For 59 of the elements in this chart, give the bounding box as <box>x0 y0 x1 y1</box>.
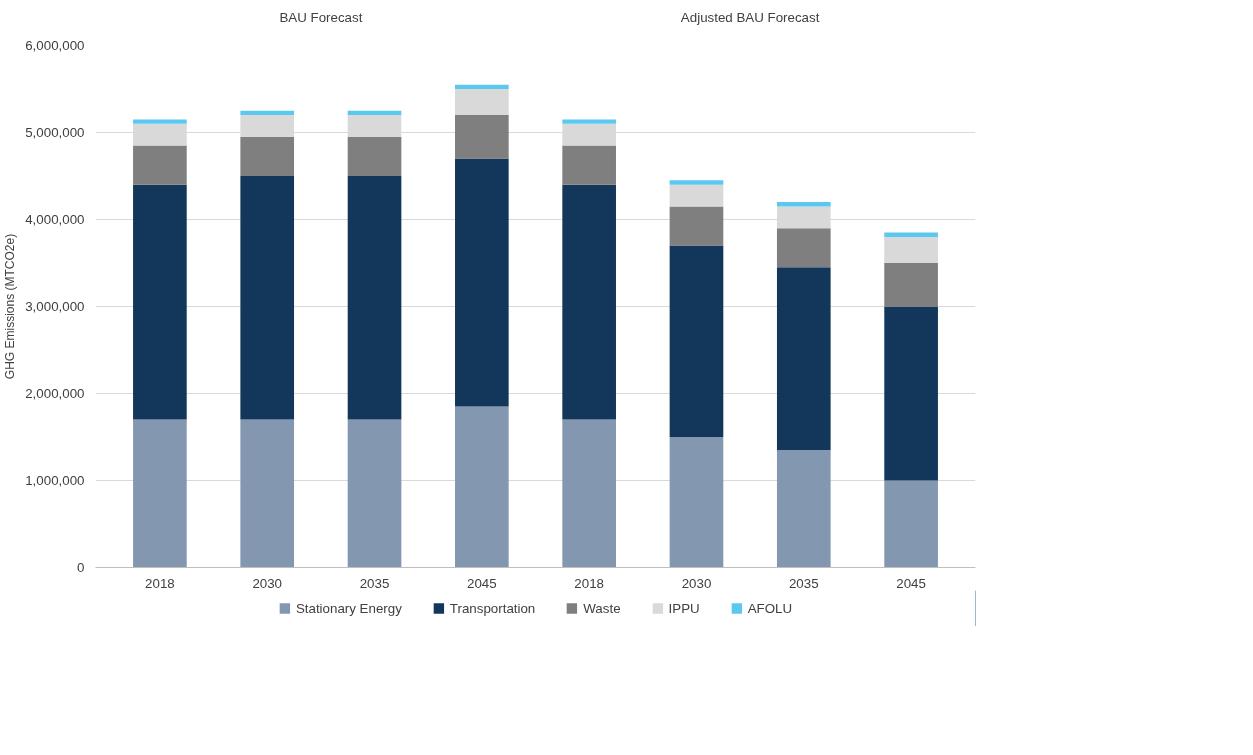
legend-label: Transportation <box>449 600 536 616</box>
bar <box>884 232 938 237</box>
y-tick-label: 6,000,000 <box>25 38 85 53</box>
x-tick-label: 2030 <box>252 575 283 591</box>
bar <box>776 450 831 568</box>
bar <box>884 263 938 307</box>
y-tick-label: 1,000,000 <box>25 473 85 488</box>
bar <box>669 184 724 207</box>
bar <box>562 184 616 420</box>
bar <box>669 437 724 568</box>
bar <box>133 184 187 420</box>
bar <box>562 119 616 124</box>
bar <box>455 89 509 116</box>
bar <box>240 136 295 176</box>
bar <box>240 176 295 420</box>
y-tick-label: 0 <box>77 560 85 575</box>
bar <box>240 110 295 116</box>
x-tick-label: 2030 <box>681 575 712 591</box>
x-tick-label: 2045 <box>896 575 926 591</box>
y-tick-label: 4,000,000 <box>25 212 85 227</box>
bar <box>455 158 509 407</box>
bar <box>240 419 295 568</box>
y-tick-label: 2,000,000 <box>25 386 85 401</box>
bar <box>884 480 938 568</box>
x-tick-label: 2018 <box>574 575 604 591</box>
legend-label: Waste <box>583 600 621 616</box>
text: BAU Forecast <box>279 9 363 25</box>
bar <box>347 110 402 116</box>
legend-label: AFOLU <box>747 600 793 616</box>
x-tick-label: 2045 <box>467 575 497 591</box>
bar <box>133 119 187 124</box>
x-tick-label: 2035 <box>359 575 390 591</box>
bar <box>776 267 831 451</box>
y-tick-label: 5,000,000 <box>25 125 85 140</box>
bar <box>776 206 831 229</box>
bar <box>884 236 938 263</box>
legend-label: Stationary Energy <box>295 600 402 616</box>
legend-label: IPPU <box>668 600 700 616</box>
bar <box>455 84 509 89</box>
bar <box>347 419 402 568</box>
text: Adjusted BAU Forecast <box>680 9 820 25</box>
bar <box>133 145 187 185</box>
bar <box>455 115 509 159</box>
bar <box>455 406 509 568</box>
bar <box>669 180 724 185</box>
x-tick-label: 2035 <box>788 575 819 591</box>
bar <box>562 145 616 185</box>
bar <box>884 306 938 481</box>
bar <box>347 176 402 420</box>
bar <box>776 228 831 268</box>
bar <box>669 245 724 437</box>
bar <box>776 202 831 207</box>
y-axis-title: GHG Emissions (MTCO2e) <box>3 233 18 380</box>
bar <box>669 206 724 246</box>
y-tick-label: 3,000,000 <box>25 299 85 314</box>
x-tick-label: 2018 <box>145 575 175 591</box>
bar <box>133 419 187 568</box>
bar <box>562 419 616 568</box>
bar <box>347 136 402 176</box>
